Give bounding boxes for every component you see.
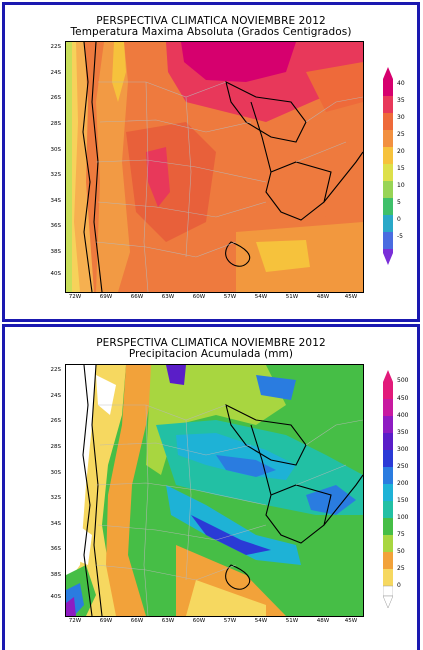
lat-label: 40S <box>50 271 62 277</box>
lat-label: 24S <box>50 70 62 76</box>
lat-label: 34S <box>50 521 62 527</box>
temperature-map <box>65 41 364 293</box>
lon-label: 69W <box>99 294 113 300</box>
colorbar-label: 500 <box>397 377 409 384</box>
lat-label: 36S <box>50 546 62 552</box>
colorbar-label: 0 <box>397 216 401 223</box>
temperature-map-graphic <box>66 42 363 292</box>
lat-label: 28S <box>50 121 62 127</box>
lat-label: 36S <box>50 223 62 229</box>
colorbar-label: 200 <box>397 480 409 487</box>
colorbar-label: 10 <box>397 182 405 189</box>
lon-label: 66W <box>130 294 144 300</box>
colorbar-label: 250 <box>397 463 409 470</box>
lon-label: 48W <box>316 294 330 300</box>
colorbar-label: 15 <box>397 165 405 172</box>
colorbar-label: 20 <box>397 148 405 155</box>
precipitation-map-graphic <box>66 365 363 616</box>
colorbar-label: 40 <box>397 80 405 87</box>
lon-label: 60W <box>192 294 206 300</box>
lon-label: 63W <box>161 618 175 624</box>
lon-label: 45W <box>344 294 358 300</box>
lon-label: 66W <box>130 618 144 624</box>
lon-label: 69W <box>99 618 113 624</box>
colorbar-label: 35 <box>397 97 405 104</box>
lon-label: 48W <box>316 618 330 624</box>
colorbar-label: 450 <box>397 395 409 402</box>
lon-label: 63W <box>161 294 175 300</box>
colorbar-label: 5 <box>397 199 401 206</box>
lat-label: 38S <box>50 572 62 578</box>
lon-label: 54W <box>254 294 268 300</box>
lon-label: 72W <box>68 618 82 624</box>
colorbar-label: 25 <box>397 131 405 138</box>
colorbar-label: 0 <box>397 582 401 589</box>
lat-label: 26S <box>50 95 62 101</box>
lon-label: 51W <box>285 618 299 624</box>
colorbar-label: -5 <box>397 233 403 240</box>
precipitation-map <box>65 364 364 617</box>
colorbar-label: 150 <box>397 497 409 504</box>
panel-subtitle: Temperatura Maxima Absoluta (Grados Cent… <box>70 26 352 38</box>
lat-label: 40S <box>50 594 62 600</box>
lat-label: 38S <box>50 249 62 255</box>
lat-label: 22S <box>50 44 62 50</box>
colorbar-label: 25 <box>397 565 405 572</box>
lat-label: 34S <box>50 198 62 204</box>
temperature-colorbar <box>383 67 393 265</box>
precipitation-colorbar <box>383 370 393 609</box>
panel-title: PERSPECTIVA CLIMATICA NOVIEMBRE 2012 <box>96 337 326 349</box>
colorbar-label: 400 <box>397 412 409 419</box>
colorbar-label: 350 <box>397 429 409 436</box>
lat-label: 28S <box>50 444 62 450</box>
colorbar-label: 30 <box>397 114 405 121</box>
lon-label: 72W <box>68 294 82 300</box>
temperature-map-panel: PERSPECTIVA CLIMATICA NOVIEMBRE 2012 Tem… <box>2 2 420 322</box>
colorbar-label: 100 <box>397 514 409 521</box>
lon-label: 57W <box>223 294 237 300</box>
lat-label: 22S <box>50 367 62 373</box>
lat-label: 24S <box>50 393 62 399</box>
lat-label: 32S <box>50 495 62 501</box>
colorbar-label: 50 <box>397 548 405 555</box>
precipitation-map-panel: PERSPECTIVA CLIMATICA NOVIEMBRE 2012 Pre… <box>2 324 420 650</box>
lon-label: 60W <box>192 618 206 624</box>
colorbar-label: 75 <box>397 531 405 538</box>
lon-label: 51W <box>285 294 299 300</box>
lat-label: 30S <box>50 147 62 153</box>
lat-label: 30S <box>50 470 62 476</box>
panel-subtitle: Precipitacion Acumulada (mm) <box>128 348 294 360</box>
lat-label: 26S <box>50 418 62 424</box>
lon-label: 54W <box>254 618 268 624</box>
panel-title: PERSPECTIVA CLIMATICA NOVIEMBRE 2012 <box>96 15 326 27</box>
colorbar-label: 300 <box>397 446 409 453</box>
lon-label: 45W <box>344 618 358 624</box>
lon-label: 57W <box>223 618 237 624</box>
lat-label: 32S <box>50 172 62 178</box>
